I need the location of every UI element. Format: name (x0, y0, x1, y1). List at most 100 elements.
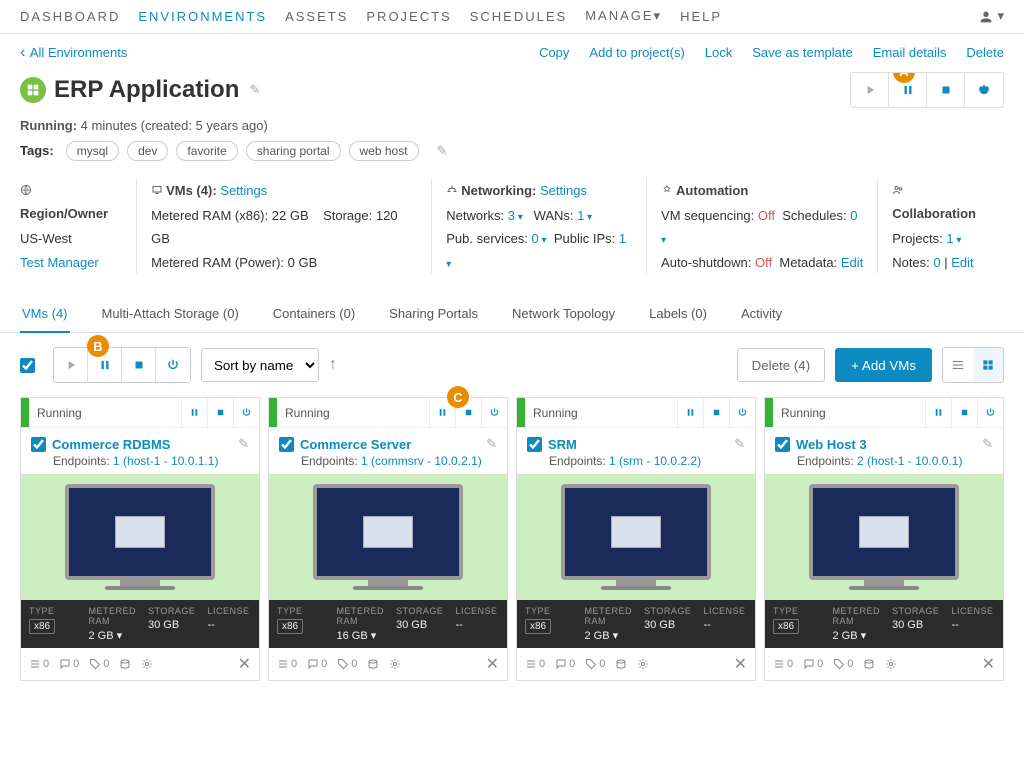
endpoint-link[interactable]: 1 (host-1 - 10.0.1.1) (113, 454, 218, 468)
vm-pause-button[interactable] (925, 398, 951, 428)
vm-select-checkbox[interactable] (527, 437, 542, 452)
tab-activity[interactable]: Activity (739, 296, 784, 332)
pubsvc-dd[interactable]: 0 (532, 231, 547, 246)
action-save-template[interactable]: Save as template (752, 45, 852, 60)
tab-network-topology[interactable]: Network Topology (510, 296, 617, 332)
close-vm-button[interactable]: ✕ (486, 654, 499, 674)
vm-name[interactable]: Commerce Server (300, 437, 411, 452)
vm-name[interactable]: SRM (548, 437, 577, 452)
close-vm-button[interactable]: ✕ (982, 654, 995, 674)
vm-thumbnail[interactable] (765, 474, 1003, 600)
edit-vm-icon[interactable]: ✎ (486, 436, 497, 452)
owner-link[interactable]: Test Manager (20, 251, 122, 274)
nav-dashboard[interactable]: DASHBOARD (20, 9, 120, 24)
user-menu[interactable]: ▾ (978, 8, 1004, 25)
action-email-details[interactable]: Email details (873, 45, 947, 60)
tag[interactable]: dev (127, 141, 168, 161)
nav-help[interactable]: HELP (680, 9, 722, 24)
edit-title-icon[interactable]: ✎ (249, 82, 260, 98)
bulk-power-button[interactable] (156, 348, 190, 382)
tab-containers[interactable]: Containers (0) (271, 296, 357, 332)
gear-icon[interactable] (637, 658, 649, 670)
tag[interactable]: sharing portal (246, 141, 341, 161)
endpoint-link[interactable]: 1 (commsrv - 10.0.2.1) (361, 454, 482, 468)
nav-environments[interactable]: ENVIRONMENTS (138, 9, 267, 24)
vm-select-checkbox[interactable] (279, 437, 294, 452)
tab-sharing-portals[interactable]: Sharing Portals (387, 296, 480, 332)
close-vm-button[interactable]: ✕ (238, 654, 251, 674)
wans-dd[interactable]: 1 (577, 208, 592, 223)
vm-power-button[interactable] (233, 398, 259, 428)
endpoint-link[interactable]: 1 (srm - 10.0.2.2) (609, 454, 701, 468)
vm-thumbnail[interactable] (21, 474, 259, 600)
tag[interactable]: web host (349, 141, 419, 161)
vm-power-button[interactable] (481, 398, 507, 428)
sort-select[interactable]: Sort by name (201, 348, 319, 382)
add-vms-button[interactable]: + Add VMs (835, 348, 932, 382)
vm-pause-button[interactable] (677, 398, 703, 428)
delete-vms-button[interactable]: Delete (4) (737, 348, 826, 382)
action-add-to-projects[interactable]: Add to project(s) (589, 45, 684, 60)
seq-link[interactable]: Off (758, 208, 775, 223)
bulk-stop-button[interactable] (122, 348, 156, 382)
vm-name[interactable]: Commerce RDBMS (52, 437, 170, 452)
global-stop-button[interactable] (927, 73, 965, 107)
network-count-icon[interactable]: 0 (773, 658, 793, 670)
disk-icon[interactable] (863, 658, 875, 670)
sort-direction-button[interactable]: ↑ (329, 356, 337, 374)
edit-vm-icon[interactable]: ✎ (734, 436, 745, 452)
tab-multi-attach-storage[interactable]: Multi-Attach Storage (0) (100, 296, 241, 332)
nav-projects[interactable]: PROJECTS (366, 9, 451, 24)
metadata-edit-link[interactable]: Edit (841, 255, 863, 270)
action-copy[interactable]: Copy (539, 45, 569, 60)
tab-vms[interactable]: VMs (4) (20, 296, 70, 333)
chat-count-icon[interactable]: 0 (307, 658, 327, 670)
vm-select-checkbox[interactable] (31, 437, 46, 452)
disk-icon[interactable] (615, 658, 627, 670)
tag-count-icon[interactable]: 0 (89, 658, 109, 670)
tag-count-icon[interactable]: 0 (833, 658, 853, 670)
list-view-button[interactable] (943, 348, 973, 382)
nav-manage[interactable]: MANAGE▾ (585, 8, 662, 24)
vm-select-checkbox[interactable] (775, 437, 790, 452)
select-all-checkbox[interactable] (20, 358, 35, 373)
ram-dropdown[interactable]: 2 GB ▾ (585, 629, 637, 642)
networking-settings-link[interactable]: Settings (540, 183, 587, 198)
projects-dd[interactable]: 1 (946, 231, 961, 246)
gear-icon[interactable] (885, 658, 897, 670)
action-delete[interactable]: Delete (966, 45, 1004, 60)
tab-labels[interactable]: Labels (0) (647, 296, 709, 332)
networks-dd[interactable]: 3 (508, 208, 523, 223)
notes-link[interactable]: 0 (933, 255, 940, 270)
global-play-button[interactable] (851, 73, 889, 107)
close-vm-button[interactable]: ✕ (734, 654, 747, 674)
edit-vm-icon[interactable]: ✎ (238, 436, 249, 452)
tag-count-icon[interactable]: 0 (337, 658, 357, 670)
back-link[interactable]: All Environments (20, 44, 127, 62)
edit-tags-icon[interactable]: ✎ (437, 143, 448, 159)
tag[interactable]: favorite (176, 141, 237, 161)
bulk-play-button[interactable] (54, 348, 88, 382)
ram-dropdown[interactable]: 2 GB ▾ (89, 629, 141, 642)
vm-stop-button[interactable] (207, 398, 233, 428)
edit-vm-icon[interactable]: ✎ (982, 436, 993, 452)
vm-power-button[interactable] (977, 398, 1003, 428)
nav-schedules[interactable]: SCHEDULES (470, 9, 567, 24)
chat-count-icon[interactable]: 0 (803, 658, 823, 670)
chat-count-icon[interactable]: 0 (59, 658, 79, 670)
vm-stop-button[interactable] (951, 398, 977, 428)
vm-thumbnail[interactable] (517, 474, 755, 600)
chat-count-icon[interactable]: 0 (555, 658, 575, 670)
shutdown-link[interactable]: Off (755, 255, 772, 270)
gear-icon[interactable] (389, 658, 401, 670)
vm-power-button[interactable] (729, 398, 755, 428)
vms-settings-link[interactable]: Settings (220, 183, 267, 198)
tag-count-icon[interactable]: 0 (585, 658, 605, 670)
vm-thumbnail[interactable] (269, 474, 507, 600)
ram-dropdown[interactable]: 16 GB ▾ (337, 629, 389, 642)
tag[interactable]: mysql (66, 141, 119, 161)
network-count-icon[interactable]: 0 (29, 658, 49, 670)
network-count-icon[interactable]: 0 (525, 658, 545, 670)
notes-edit-link[interactable]: Edit (951, 255, 973, 270)
gear-icon[interactable] (141, 658, 153, 670)
